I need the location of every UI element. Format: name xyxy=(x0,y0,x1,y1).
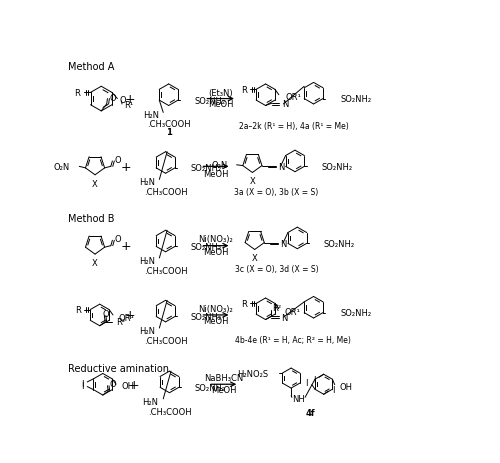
Text: X: X xyxy=(92,179,98,188)
Text: H₂NO₂S: H₂NO₂S xyxy=(238,369,268,378)
Text: .CH₃COOH: .CH₃COOH xyxy=(144,188,188,197)
Text: N: N xyxy=(280,239,287,248)
Text: 1: 1 xyxy=(166,128,172,137)
Text: O: O xyxy=(120,96,126,105)
Text: X: X xyxy=(92,258,98,268)
Text: MeOH: MeOH xyxy=(208,100,234,108)
Text: MeOH: MeOH xyxy=(203,316,228,325)
Text: SO₂NH₂: SO₂NH₂ xyxy=(190,164,222,173)
Text: X: X xyxy=(252,254,258,263)
Text: MeOH: MeOH xyxy=(211,385,236,394)
Text: I: I xyxy=(306,378,308,387)
Text: 2a–2k (R¹ = H), 4a (R¹ = Me): 2a–2k (R¹ = H), 4a (R¹ = Me) xyxy=(238,122,348,131)
Text: 4b-4e (R¹ = H, Ac; R² = H, Me): 4b-4e (R¹ = H, Ac; R² = H, Me) xyxy=(234,335,350,344)
Text: SO₂NH₂: SO₂NH₂ xyxy=(194,383,226,392)
Text: H₂N: H₂N xyxy=(138,178,154,187)
Text: MeOH: MeOH xyxy=(203,169,228,178)
Text: O₂N: O₂N xyxy=(54,163,70,171)
Text: 3c (X = O), 3d (X = S): 3c (X = O), 3d (X = S) xyxy=(234,264,318,274)
Text: N: N xyxy=(282,100,288,109)
Text: +: + xyxy=(120,240,132,253)
Text: R²: R² xyxy=(116,318,125,327)
Text: H₂N: H₂N xyxy=(138,256,154,265)
Text: OH: OH xyxy=(340,382,352,392)
Text: SO₂NH₂: SO₂NH₂ xyxy=(190,313,222,321)
Text: .CH₃COOH: .CH₃COOH xyxy=(148,407,192,416)
Text: X: X xyxy=(250,177,256,186)
Text: SO₂NH₂: SO₂NH₂ xyxy=(190,243,222,251)
Text: SO₂NH₂: SO₂NH₂ xyxy=(194,96,226,106)
Text: .CH₃COOH: .CH₃COOH xyxy=(144,266,188,275)
Text: I: I xyxy=(332,385,334,394)
Text: H₂N: H₂N xyxy=(138,326,154,335)
Text: SO₂NH₂: SO₂NH₂ xyxy=(340,95,371,104)
Text: .CH₃COOH: .CH₃COOH xyxy=(144,336,188,345)
Text: R¹: R¹ xyxy=(124,101,134,110)
Text: +: + xyxy=(124,93,135,106)
Text: I: I xyxy=(312,375,315,384)
Text: .CH₃COOH: .CH₃COOH xyxy=(147,120,190,129)
Text: O: O xyxy=(110,94,116,102)
Text: OH: OH xyxy=(122,381,134,390)
Text: SO₂NH₂: SO₂NH₂ xyxy=(322,163,352,171)
Text: I: I xyxy=(81,379,84,388)
Text: OR¹: OR¹ xyxy=(118,313,134,322)
Text: R: R xyxy=(74,89,80,98)
Text: N: N xyxy=(281,313,287,322)
Text: Method B: Method B xyxy=(68,213,114,223)
Text: MeOH: MeOH xyxy=(203,247,228,256)
Text: SO₂NH₂: SO₂NH₂ xyxy=(324,239,355,248)
Text: NaBH₃CN: NaBH₃CN xyxy=(204,373,244,382)
Text: R: R xyxy=(241,299,247,308)
Text: N: N xyxy=(278,163,284,171)
Text: +: + xyxy=(124,309,135,322)
Text: O: O xyxy=(114,235,121,244)
Text: NH: NH xyxy=(292,394,305,403)
Text: I: I xyxy=(81,381,84,390)
Text: 4f: 4f xyxy=(306,408,316,417)
Text: Ni(NO₃)₂: Ni(NO₃)₂ xyxy=(198,235,234,244)
Text: R: R xyxy=(75,306,81,314)
Text: +: + xyxy=(128,378,139,391)
Text: R²: R² xyxy=(272,303,281,312)
Text: SO₂NH₂: SO₂NH₂ xyxy=(340,308,371,318)
Text: 3a (X = O), 3b (X = S): 3a (X = O), 3b (X = S) xyxy=(234,188,318,197)
Text: O₂N: O₂N xyxy=(211,161,228,170)
Text: Method A: Method A xyxy=(68,62,114,72)
Text: H₂N: H₂N xyxy=(144,111,160,120)
Text: (Et₃N): (Et₃N) xyxy=(208,89,233,98)
Text: Ni(NO₃)₂: Ni(NO₃)₂ xyxy=(198,304,234,313)
Text: H₂N: H₂N xyxy=(142,397,158,406)
Text: Reductive amination: Reductive amination xyxy=(68,363,169,373)
Text: R: R xyxy=(241,86,247,94)
Text: O: O xyxy=(110,379,116,388)
Text: O: O xyxy=(114,156,121,164)
Text: O: O xyxy=(102,309,109,318)
Text: OR¹: OR¹ xyxy=(284,307,300,316)
Text: +: + xyxy=(120,161,132,174)
Text: OR¹: OR¹ xyxy=(285,93,301,101)
